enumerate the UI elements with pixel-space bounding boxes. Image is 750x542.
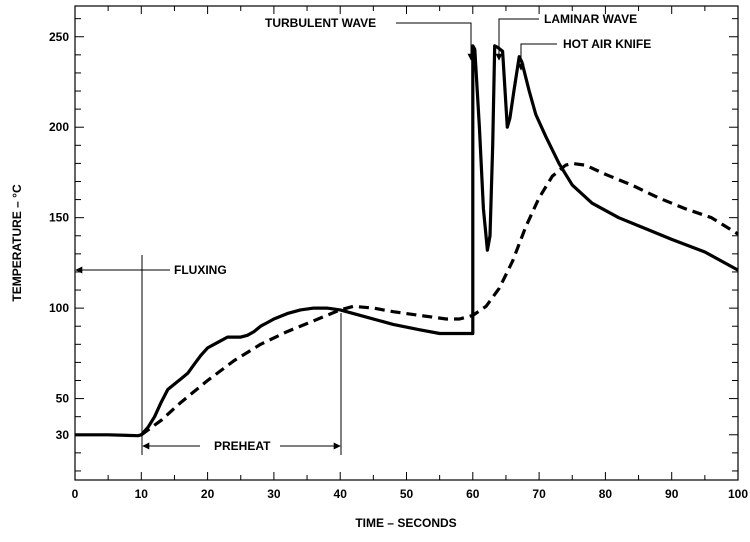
annotations: FLUXING PREHEAT TURBULENT WAVE LAMINAR W… — [75, 12, 651, 455]
y-tick-label: 150 — [49, 211, 69, 225]
series-line-dashed — [140, 161, 739, 437]
x-axis-tick-labels: 0 10 20 30 40 50 60 70 80 90 100 — [72, 487, 749, 501]
x-tick-label: 100 — [728, 487, 748, 501]
turbulent-wave-label: TURBULENT WAVE — [265, 16, 376, 30]
y-tick-label: 250 — [49, 30, 69, 44]
x-tick-label: 0 — [72, 487, 79, 501]
hot-air-knife-arrow — [517, 43, 557, 71]
x-tick-label: 80 — [599, 487, 613, 501]
x-tick-label: 20 — [201, 487, 215, 501]
y-tick-label: 100 — [49, 301, 69, 315]
x-tick-label: 30 — [267, 487, 281, 501]
x-axis-title: TIME – SECONDS — [355, 516, 456, 530]
y-axis-tick-labels: 30 50 100 150 200 250 — [49, 30, 69, 442]
x-tick-label: 90 — [665, 487, 679, 501]
preheat-label: PREHEAT — [214, 439, 271, 453]
plot-frame — [74, 5, 739, 481]
series-line-solid — [75, 44, 739, 438]
y-tick-label: 50 — [56, 392, 70, 406]
y-axis-title: TEMPERATURE – °C — [10, 184, 24, 302]
turbulent-wave-arrow — [396, 22, 475, 61]
laminar-wave-arrow — [495, 18, 539, 61]
x-tick-label: 60 — [466, 487, 480, 501]
x-tick-label: 50 — [400, 487, 414, 501]
x-tick-label: 10 — [135, 487, 149, 501]
x-axis-ticks — [74, 6, 739, 480]
y-tick-label: 200 — [49, 120, 69, 134]
fluxing-label: FLUXING — [174, 263, 227, 277]
y-tick-label: 30 — [56, 428, 70, 442]
hot-air-knife-label: HOT AIR KNIFE — [563, 37, 651, 51]
x-tick-label: 70 — [532, 487, 546, 501]
laminar-wave-label: LAMINAR WAVE — [544, 12, 637, 26]
y-axis-ticks — [75, 18, 738, 472]
x-tick-label: 40 — [334, 487, 348, 501]
series-group — [75, 44, 739, 438]
